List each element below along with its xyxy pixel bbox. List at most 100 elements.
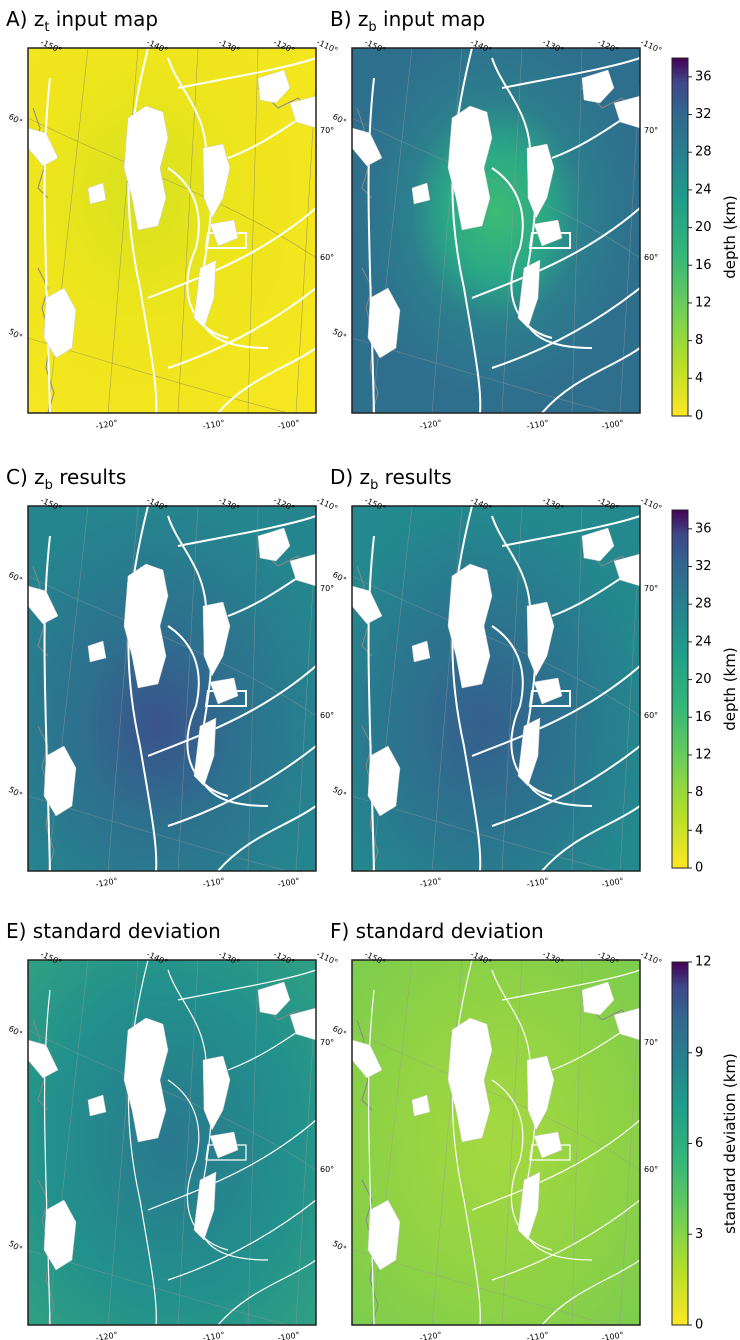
colorbar-tick-label: 9: [695, 1045, 703, 1060]
panel-title-text: D) z: [330, 465, 370, 489]
longitude-label: -120°: [95, 418, 118, 431]
graticule: [619, 989, 641, 1326]
longitude-label: -110°: [202, 1330, 225, 1340]
colorbar-tick-label: 36: [695, 69, 712, 84]
latitude-label: 70°: [644, 584, 658, 593]
graticule: [295, 989, 317, 1326]
boundary-line: [167, 1199, 317, 1281]
no-data-area: [193, 717, 217, 787]
latitude-label: 60°: [320, 253, 334, 262]
boundary-line: [43, 989, 51, 1326]
graticule: [27, 117, 317, 259]
graticule: [351, 1029, 641, 1171]
boundary-line: [43, 535, 51, 872]
no-data-area: [517, 1171, 541, 1241]
latitude-label: 50°: [7, 785, 24, 800]
colorbar-tick-label: 16: [695, 710, 712, 725]
panel-title: C) zb results: [6, 465, 126, 493]
boundary-line: [491, 969, 593, 1261]
panel-title: E) standard deviation: [6, 919, 221, 943]
graticule: [27, 1029, 317, 1171]
boundary-line: [127, 47, 158, 414]
graticule: [247, 47, 259, 414]
no-data-area: [517, 717, 541, 787]
colorbar-tick-label: 28: [695, 145, 712, 160]
map-frame: [27, 959, 317, 1326]
panel-title-suffix: input map: [49, 7, 158, 31]
boundary-line: [471, 207, 641, 299]
panel-title-subscript: t: [44, 20, 49, 35]
latitude-label: 60°: [331, 570, 348, 585]
latitude-label: 70°: [320, 584, 334, 593]
panel-title-text: B) z: [330, 7, 368, 31]
no-data-area: [447, 563, 493, 689]
longitude-label: -110°: [639, 496, 663, 514]
colorbar-tick-label: 0: [695, 861, 703, 876]
no-data-area: [193, 259, 217, 329]
map-frame: [27, 505, 317, 872]
longitude-label: -110°: [315, 950, 339, 968]
boundary-line: [501, 969, 641, 1001]
boundary-line: [367, 989, 375, 1326]
panel-title-subscript: b: [45, 478, 53, 493]
no-data-area: [367, 745, 401, 817]
colorbar-tick-label: 28: [695, 597, 712, 612]
panel-title-suffix: results: [378, 465, 451, 489]
latitude-label: 50°: [7, 1239, 24, 1254]
colorbar-tick-label: 12: [695, 295, 712, 310]
colorbar-tick-label: 20: [695, 220, 712, 235]
map-frame: [351, 959, 641, 1326]
no-data-area: [43, 287, 77, 359]
no-data-area: [367, 1199, 401, 1271]
graticule: [107, 959, 139, 1326]
boundary-line: [167, 57, 269, 349]
graticule: [107, 47, 139, 414]
no-data-area: [533, 677, 563, 705]
boundary-line: [147, 207, 317, 299]
panel-title-text: A) z: [6, 7, 44, 31]
colorbar-gradient: [671, 509, 689, 869]
colorbar-label: depth (km): [721, 195, 739, 278]
colorbar-tick-label: 0: [695, 409, 703, 424]
boundary-line: [451, 47, 482, 414]
colorbar-tick-label: 0: [695, 1318, 703, 1333]
no-data-area: [447, 1017, 493, 1143]
graticule: [351, 117, 641, 259]
panel-title-text: C) z: [6, 465, 45, 489]
boundary-line: [167, 515, 269, 807]
no-data-area: [209, 1131, 239, 1159]
boundary-line: [205, 1144, 247, 1161]
no-data-area: [209, 219, 239, 247]
panel-title: F) standard deviation: [330, 919, 544, 943]
boundary-line: [451, 959, 481, 1326]
longitude-label: -100°: [601, 876, 624, 889]
no-data-area: [123, 105, 169, 231]
no-data-area: [257, 981, 291, 1016]
no-data-area: [411, 1094, 431, 1117]
colorbar-tick-label: 3: [695, 1227, 703, 1242]
latitude-label: 60°: [331, 1024, 348, 1039]
colorbar-gradient: [671, 57, 689, 417]
panel-title-subscript: b: [370, 478, 378, 493]
boundary-line: [127, 505, 158, 872]
map-frame: [27, 47, 317, 414]
panel-title-text: E) standard deviation: [6, 919, 221, 943]
latitude-label: 60°: [644, 711, 658, 720]
graticule: [431, 959, 463, 1326]
boundary-line: [501, 515, 641, 547]
map-frame: [351, 505, 641, 872]
no-data-area: [526, 143, 555, 219]
longitude-label: -100°: [277, 418, 300, 431]
boundary-line: [204, 232, 247, 249]
no-data-area: [209, 677, 239, 705]
boundary-line: [491, 287, 641, 369]
longitude-label: -110°: [526, 1330, 549, 1340]
boundary-line: [451, 505, 482, 872]
latitude-label: 60°: [7, 112, 24, 127]
no-data-area: [87, 640, 107, 663]
map-panel: E) standard deviation-150° -140° -130° -120…: [6, 919, 339, 1340]
no-data-area: [202, 1055, 231, 1131]
boundary-line: [541, 1259, 641, 1326]
colorbar-tick-label: 6: [695, 1136, 703, 1151]
